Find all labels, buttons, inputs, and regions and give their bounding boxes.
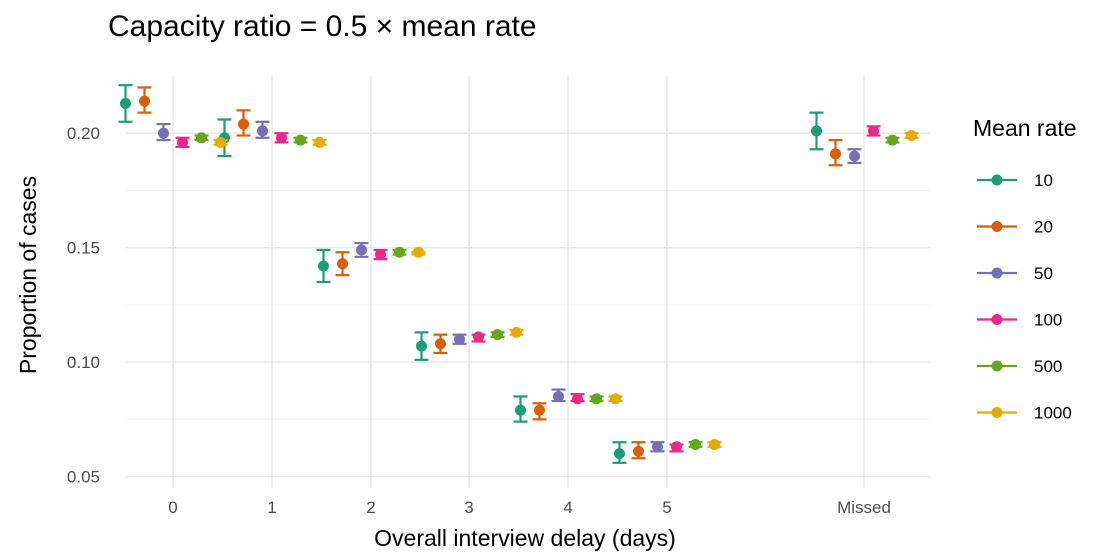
data-point bbox=[375, 249, 386, 261]
data-point bbox=[906, 130, 917, 142]
y-axis-title: Proportion of cases bbox=[15, 176, 41, 374]
data-point bbox=[139, 95, 150, 107]
data-point bbox=[413, 246, 424, 258]
series-10 bbox=[118, 84, 824, 464]
series-1000 bbox=[213, 130, 919, 451]
data-point bbox=[868, 125, 879, 137]
data-point bbox=[215, 136, 226, 148]
x-tick-label: 1 bbox=[267, 498, 276, 517]
legend: Mean rate 10 20 50 100 500 1000 bbox=[973, 115, 1077, 423]
data-point bbox=[671, 441, 682, 453]
data-point bbox=[830, 148, 841, 160]
legend-key-point bbox=[991, 314, 1003, 325]
y-tick-label: 0.20 bbox=[67, 124, 100, 143]
data-point bbox=[690, 439, 701, 451]
legend-items: 10 20 50 100 500 1000 bbox=[977, 171, 1072, 423]
data-point bbox=[652, 441, 663, 453]
tick-labels: 0.05 0.10 0.15 0.20 0 1 2 3 4 5 Missed bbox=[67, 124, 891, 517]
y-tick-label: 0.10 bbox=[67, 353, 100, 372]
legend-key-point bbox=[991, 174, 1003, 186]
data-point bbox=[633, 445, 644, 457]
data-point bbox=[534, 404, 545, 416]
data-point bbox=[610, 393, 621, 405]
data-point bbox=[709, 439, 720, 451]
x-tick-label: 2 bbox=[366, 498, 375, 517]
y-tick-label: 0.15 bbox=[67, 239, 100, 258]
x-tick-label: 5 bbox=[662, 498, 671, 517]
data-point bbox=[887, 134, 898, 146]
legend-item-50: 50 bbox=[977, 264, 1053, 283]
series-layer bbox=[118, 84, 919, 464]
data-point bbox=[158, 127, 169, 139]
x-tick-label: 0 bbox=[168, 498, 177, 517]
legend-key-point bbox=[991, 221, 1003, 232]
legend-item-1000: 1000 bbox=[977, 404, 1072, 423]
data-point bbox=[435, 338, 446, 350]
y-tick-label: 0.05 bbox=[67, 468, 100, 487]
data-point bbox=[295, 134, 306, 146]
legend-item-20: 20 bbox=[977, 218, 1053, 237]
legend-key-point bbox=[991, 407, 1003, 418]
data-point bbox=[811, 125, 822, 137]
data-point bbox=[511, 326, 522, 338]
data-point bbox=[572, 393, 583, 405]
data-point bbox=[553, 390, 564, 402]
data-point bbox=[196, 132, 207, 144]
data-point bbox=[337, 258, 348, 270]
data-point bbox=[120, 97, 131, 109]
data-point bbox=[394, 246, 405, 258]
legend-item-100: 100 bbox=[977, 311, 1062, 330]
data-point bbox=[614, 448, 625, 460]
data-point bbox=[492, 329, 503, 341]
series-50 bbox=[156, 120, 862, 453]
x-tick-label: Missed bbox=[837, 498, 891, 517]
x-tick-label: 3 bbox=[464, 498, 473, 517]
legend-title: Mean rate bbox=[973, 115, 1077, 141]
data-point bbox=[314, 136, 325, 148]
data-point bbox=[177, 136, 188, 148]
legend-label: 20 bbox=[1034, 218, 1053, 237]
legend-item-10: 10 bbox=[977, 171, 1053, 190]
x-tick-label: 4 bbox=[563, 498, 572, 517]
data-point bbox=[515, 404, 526, 416]
chart-title: Capacity ratio = 0.5 × mean rate bbox=[108, 10, 537, 43]
grid-layer bbox=[126, 76, 930, 488]
x-axis-title: Overall interview delay (days) bbox=[374, 525, 676, 551]
legend-key-point bbox=[991, 267, 1003, 279]
legend-key-point bbox=[991, 360, 1003, 372]
data-point bbox=[454, 333, 465, 345]
legend-item-500: 500 bbox=[977, 357, 1062, 376]
data-point bbox=[473, 331, 484, 343]
data-point bbox=[591, 393, 602, 405]
legend-label: 100 bbox=[1034, 311, 1062, 330]
legend-label: 10 bbox=[1034, 171, 1053, 190]
series-500 bbox=[194, 132, 900, 451]
legend-label: 50 bbox=[1034, 264, 1053, 283]
legend-label: 500 bbox=[1034, 357, 1062, 376]
series-100 bbox=[175, 125, 881, 453]
data-point bbox=[849, 150, 860, 162]
data-point bbox=[238, 118, 249, 130]
legend-label: 1000 bbox=[1034, 404, 1072, 423]
data-point bbox=[257, 125, 268, 137]
data-point bbox=[276, 132, 287, 144]
series-20 bbox=[137, 86, 843, 460]
data-point bbox=[318, 260, 329, 272]
data-point bbox=[356, 244, 367, 256]
data-point bbox=[416, 340, 427, 352]
